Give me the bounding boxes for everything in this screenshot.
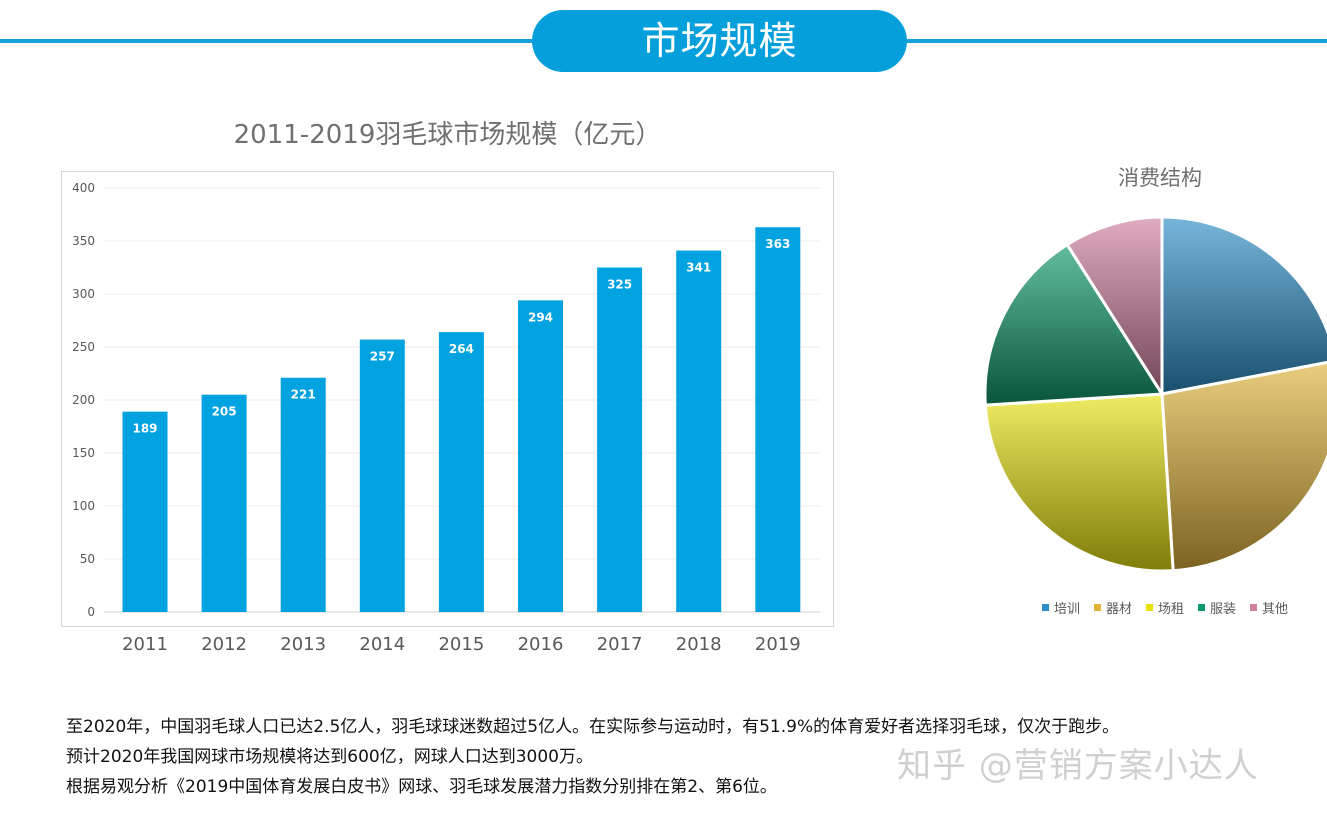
x-tick-label: 2018 — [676, 634, 722, 655]
description: 至2020年，中国羽毛球人口已达2.5亿人，羽毛球球迷数超过5亿人。在实际参与运… — [66, 712, 1266, 802]
bar — [676, 250, 722, 613]
pie-slice — [1160, 215, 1327, 396]
bar-chart-title: 2011-2019羽毛球市场规模（亿元） — [233, 120, 662, 150]
bar-data-label: 363 — [765, 237, 790, 251]
bar-data-label: 325 — [607, 278, 632, 292]
description-line-2: 预计2020年我国网球市场规模将达到600亿，网球人口达到3000万。 — [66, 747, 593, 767]
y-tick-label: 250 — [72, 340, 95, 354]
x-tick-label: 2013 — [280, 634, 326, 655]
pie-slice — [983, 392, 1175, 573]
pie-legend: 培训 器材 场租 服装 其他 — [1000, 598, 1327, 617]
legend-item: 器材 — [1093, 598, 1132, 617]
y-tick-label: 100 — [72, 499, 95, 513]
bar-data-label: 264 — [449, 342, 474, 356]
pie-chart-title: 消费结构 — [1118, 166, 1202, 190]
x-tick-label: 2019 — [755, 634, 801, 655]
legend-swatch — [1198, 604, 1205, 611]
legend-item: 场租 — [1145, 598, 1184, 617]
legend-item: 培训 — [1041, 598, 1080, 617]
legend-swatch — [1250, 604, 1258, 611]
bar — [597, 267, 643, 612]
y-tick-label: 350 — [72, 234, 95, 248]
bar-data-label: 341 — [686, 261, 711, 275]
bar — [201, 394, 247, 612]
bar — [122, 411, 168, 612]
x-tick-label: 2012 — [201, 634, 247, 655]
pie-slice — [1160, 360, 1327, 573]
bar-data-label: 189 — [132, 422, 157, 436]
bar-data-label: 294 — [528, 310, 553, 324]
bar — [359, 339, 405, 612]
y-tick-label: 0 — [87, 605, 95, 619]
legend-swatch — [1041, 604, 1049, 611]
y-tick-label: 300 — [72, 287, 95, 301]
y-tick-label: 200 — [72, 393, 95, 407]
legend-swatch — [1093, 604, 1101, 611]
legend-label: 器材 — [1105, 602, 1132, 617]
legend-swatch — [1145, 604, 1153, 611]
bar — [755, 227, 801, 612]
pie-chart — [983, 215, 1327, 573]
legend-label: 培训 — [1053, 602, 1080, 617]
legend-item: 服装 — [1198, 598, 1236, 617]
watermark: 知乎 @营销方案小达人 — [897, 746, 1259, 786]
bar — [280, 377, 326, 612]
y-tick-label: 400 — [72, 181, 95, 195]
bar-data-label: 221 — [291, 388, 316, 402]
y-tick-label: 50 — [80, 552, 95, 566]
description-line-1: 至2020年，中国羽毛球人口已达2.5亿人，羽毛球球迷数超过5亿人。在实际参与运… — [66, 717, 1120, 737]
legend-label: 场租 — [1157, 602, 1184, 617]
legend-label: 其他 — [1262, 602, 1289, 617]
legend-item: 其他 — [1250, 598, 1288, 617]
pie-slice — [983, 242, 1165, 407]
x-tick-label: 2014 — [359, 634, 405, 655]
pie-slice — [1065, 215, 1164, 400]
x-tick-label: 2017 — [597, 634, 643, 655]
x-tick-label: 2011 — [122, 634, 168, 655]
bar-data-label: 257 — [370, 350, 395, 364]
legend-label: 服装 — [1210, 602, 1237, 617]
x-tick-label: 2016 — [518, 634, 564, 655]
description-line-3: 根据易观分析《2019中国体育发展白皮书》网球、羽毛球发展潜力指数分别排在第2、… — [66, 777, 777, 797]
bar-data-label: 205 — [212, 405, 237, 419]
x-tick-label: 2015 — [438, 634, 484, 655]
bar — [518, 300, 563, 612]
section-title: 市场规模 — [532, 10, 907, 72]
bar — [438, 332, 484, 612]
y-tick-label: 150 — [72, 446, 95, 460]
